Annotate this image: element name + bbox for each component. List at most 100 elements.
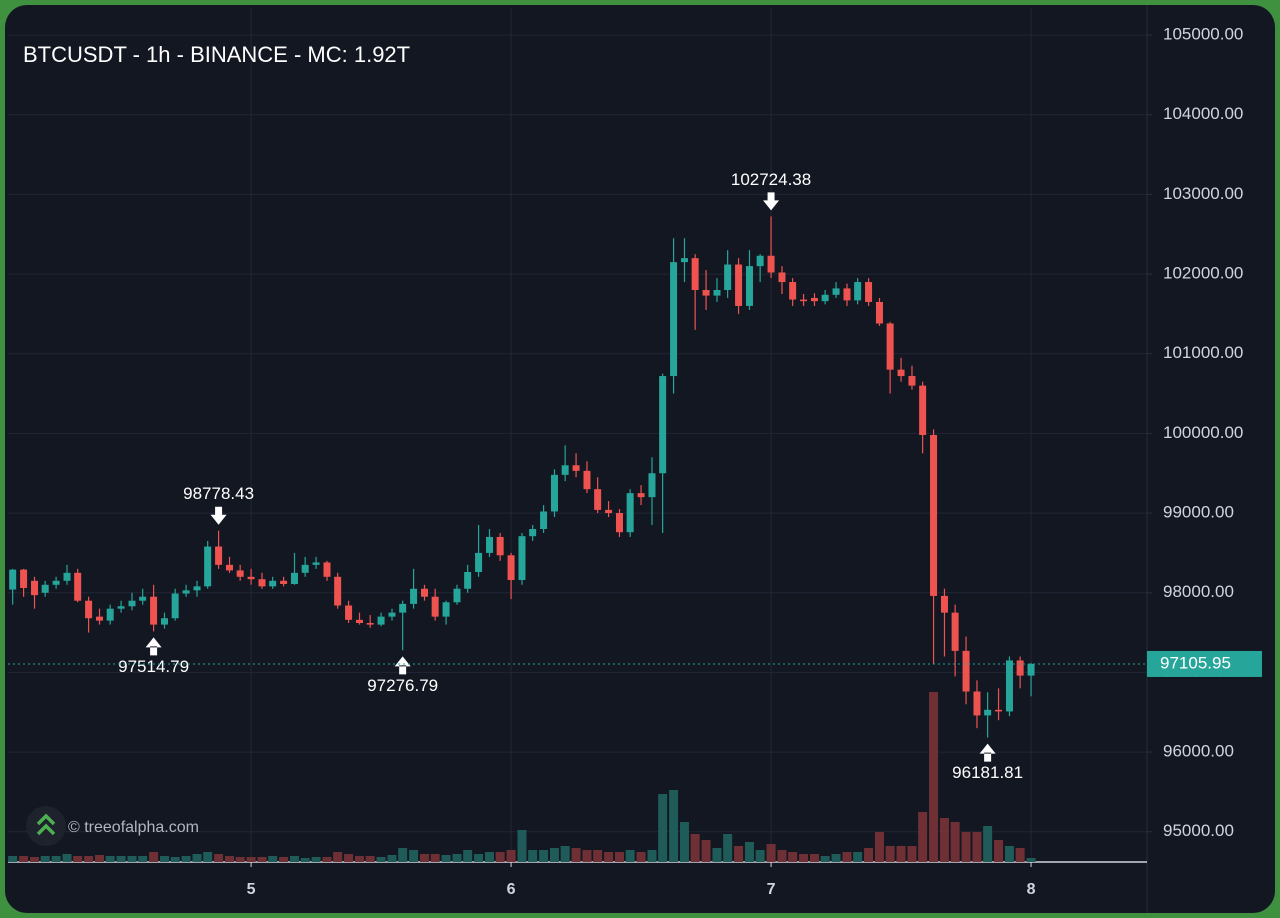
low-label: 97276.79 xyxy=(367,676,438,695)
volume-bar xyxy=(1004,846,1014,862)
x-tick-label: 5 xyxy=(247,881,256,898)
arrow xyxy=(394,656,411,675)
candle-body xyxy=(789,282,797,300)
volume-bar xyxy=(311,857,321,862)
candle-body xyxy=(886,323,894,370)
candle-body xyxy=(605,509,613,514)
volume-bar xyxy=(51,856,61,862)
candle-body xyxy=(453,588,461,603)
volume-bar xyxy=(192,854,202,862)
volume-bar xyxy=(463,850,473,862)
volume-bar xyxy=(19,856,29,862)
candle-body xyxy=(800,299,808,302)
candle-body xyxy=(366,623,374,625)
candle-body xyxy=(626,493,634,533)
volume-bar xyxy=(1015,848,1025,862)
y-tick-label: 105000.00 xyxy=(1163,25,1243,44)
candle-body xyxy=(561,465,569,475)
x-tick-label: 6 xyxy=(507,881,516,898)
candle-body xyxy=(821,294,829,302)
candle-body xyxy=(930,435,938,596)
volume-bar xyxy=(647,850,657,862)
volume-bar xyxy=(257,857,267,862)
volume-bar xyxy=(484,852,494,862)
volume-bar xyxy=(290,856,300,862)
volume-bar xyxy=(874,832,884,862)
volume-bar xyxy=(95,855,105,862)
volume-bar xyxy=(788,852,798,862)
volume-bar xyxy=(30,857,40,862)
volume-bar xyxy=(116,856,126,862)
volume-bar xyxy=(994,840,1004,862)
volume-bar xyxy=(734,846,744,862)
volume-bar xyxy=(983,826,993,862)
plot-area xyxy=(8,8,1147,862)
candle-body xyxy=(52,580,60,585)
volume-bar xyxy=(40,856,50,862)
candle-body xyxy=(713,290,721,296)
candle-body xyxy=(399,603,407,613)
high-label: 102724.38 xyxy=(731,170,811,189)
volume-bar xyxy=(452,854,462,862)
volume-bar xyxy=(690,834,700,862)
volume-bar xyxy=(376,857,386,862)
low-label: 96181.81 xyxy=(952,763,1023,782)
watermark: © treeofalpha.com xyxy=(68,819,199,836)
volume-bar xyxy=(474,854,484,862)
volume-bar xyxy=(820,856,830,862)
volume-bar xyxy=(961,832,971,862)
y-tick-label: 99000.00 xyxy=(1163,503,1234,522)
volume-bar xyxy=(430,854,440,862)
candle-body xyxy=(236,570,244,577)
candle-body xyxy=(106,608,114,621)
volume-bar xyxy=(896,846,906,862)
candle-body xyxy=(334,576,342,606)
volume-bar xyxy=(939,818,949,862)
candle-body xyxy=(680,258,688,263)
panel xyxy=(5,5,1275,913)
volume-bar xyxy=(344,854,354,862)
candle-body xyxy=(323,562,331,577)
volume-bar xyxy=(549,848,559,862)
candle-body xyxy=(854,282,862,301)
candle-body xyxy=(843,288,851,301)
low-label: 97514.79 xyxy=(118,657,189,676)
candle-body xyxy=(745,266,753,306)
volume-bar xyxy=(62,854,72,862)
candle-body xyxy=(291,572,299,584)
volume-bar xyxy=(625,850,635,862)
volume-bar xyxy=(300,858,310,862)
candle-body xyxy=(150,596,158,625)
volume-bar xyxy=(723,834,733,862)
volume-bar xyxy=(831,854,841,862)
volume-bar xyxy=(8,856,18,862)
volume-bar xyxy=(365,856,375,862)
candle-body xyxy=(659,376,667,474)
volume-bar xyxy=(398,848,408,862)
logo-icon xyxy=(36,813,56,836)
candle-body xyxy=(258,579,266,587)
volume-bar xyxy=(614,852,624,862)
candle-body xyxy=(171,593,179,619)
candle-body xyxy=(117,606,125,609)
candle-body xyxy=(897,369,905,377)
volume-bar xyxy=(235,857,245,862)
volume-bar xyxy=(268,856,278,862)
y-tick-label: 98000.00 xyxy=(1163,582,1234,601)
volume-bar xyxy=(322,857,332,862)
volume-bar xyxy=(441,855,451,862)
candle-body xyxy=(583,470,591,490)
candle-body xyxy=(345,605,353,620)
candle-body xyxy=(161,618,169,625)
candle-body xyxy=(865,282,873,302)
volume-bar xyxy=(712,848,722,862)
y-tick-label: 95000.00 xyxy=(1163,821,1234,840)
candle-body xyxy=(356,619,364,624)
volume-bar xyxy=(170,857,180,862)
candle-body xyxy=(995,709,1003,712)
y-tick-label: 102000.00 xyxy=(1163,264,1243,283)
candle-body xyxy=(572,465,580,471)
volume-bar xyxy=(864,848,874,862)
x-tick-label: 8 xyxy=(1027,881,1036,898)
